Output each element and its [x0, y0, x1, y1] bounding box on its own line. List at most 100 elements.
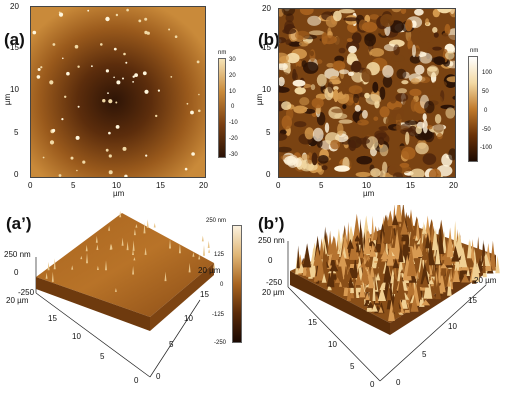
grain-blob	[372, 81, 379, 93]
surface-spike	[372, 272, 376, 301]
grain-blob	[285, 39, 292, 45]
surface-spike	[482, 251, 486, 274]
colorbar-unit-b: nm	[470, 48, 479, 54]
y-tick: 20	[262, 4, 271, 13]
surface-spike	[400, 292, 408, 309]
particle-speck	[37, 68, 41, 71]
grain-blob	[337, 123, 344, 136]
surface-spike	[409, 227, 414, 247]
grain-blob	[321, 165, 328, 171]
surface-spike	[323, 253, 330, 260]
surface-spike	[339, 280, 342, 287]
z-axis-bottom: -250	[266, 278, 283, 287]
surface-spike	[397, 254, 405, 282]
grain-blob	[298, 127, 304, 134]
surface-spike	[359, 247, 364, 258]
grain-blob	[401, 146, 416, 160]
surface-spike	[178, 243, 181, 254]
y-axis-unit: µm	[255, 93, 265, 106]
particle-speck	[40, 66, 43, 69]
colorbar-a	[218, 58, 226, 158]
grain-blob	[351, 60, 362, 73]
surface-spike	[386, 210, 394, 226]
grain-blob	[348, 139, 357, 152]
x-tick: 0	[276, 181, 281, 190]
grain-blob	[428, 168, 442, 178]
colorbar-tick: -250	[214, 340, 227, 346]
grain-blob	[407, 36, 412, 50]
colorbar-a3	[232, 225, 242, 343]
surface-spike	[431, 259, 436, 277]
grain-blob	[444, 23, 451, 36]
axis-tick: 10	[72, 332, 81, 341]
surface-spike	[425, 232, 431, 249]
surface-spike	[421, 275, 429, 288]
afm-3d-surface-a	[35, 210, 216, 378]
grain-blob	[432, 80, 447, 88]
surface-spike	[135, 224, 138, 228]
surface-spike	[132, 240, 135, 251]
particle-speck	[87, 9, 90, 12]
surface-spike	[466, 266, 470, 276]
particle-speck	[58, 174, 62, 177]
surface-spike	[327, 230, 333, 255]
grain-blob	[414, 64, 425, 75]
particle-speck	[116, 80, 121, 85]
particle-speck	[126, 8, 129, 12]
grain-blob	[410, 99, 417, 112]
surface-spike	[169, 239, 171, 249]
grain-blob	[348, 45, 357, 54]
particle-speck	[132, 81, 134, 83]
surface-spike	[467, 238, 472, 259]
colorbar-tick: -20	[229, 136, 238, 142]
grain-blob	[348, 71, 354, 76]
surface-spike	[476, 236, 481, 262]
grain-blob	[308, 30, 325, 36]
surface-spike	[86, 252, 88, 264]
surface-spike	[372, 225, 379, 240]
grain-blob	[395, 93, 409, 102]
surface-spike	[343, 262, 349, 288]
surface-spike	[371, 256, 375, 267]
surface-spike	[430, 219, 435, 243]
grain-blob	[445, 107, 456, 119]
surface-spike	[369, 242, 377, 257]
x-axis-end-label: 20 µm	[198, 266, 221, 275]
surface-spike	[368, 267, 375, 289]
particle-speck	[91, 65, 93, 68]
surface-spike	[447, 276, 451, 287]
surface-spike	[363, 259, 372, 268]
y-tick: 20	[10, 2, 19, 11]
particle-speck	[77, 105, 80, 108]
surface-spike	[80, 255, 83, 260]
surface-spike	[329, 262, 339, 272]
grain-blob	[393, 44, 400, 56]
grain-blob	[316, 73, 327, 87]
x-tick: 5	[319, 181, 324, 190]
grain-blob	[343, 17, 360, 22]
grain-blob	[392, 172, 403, 178]
grain-blob	[278, 37, 287, 44]
colorbar-tick: 0	[484, 108, 488, 114]
y-tick: 5	[266, 128, 271, 137]
particle-speck	[108, 131, 111, 135]
particle-speck	[61, 118, 64, 121]
surface-spike	[198, 254, 201, 260]
grain-blob	[325, 162, 342, 167]
colorbar-tick: 10	[229, 89, 236, 95]
surface-spike	[383, 258, 392, 283]
particle-speck	[108, 170, 113, 175]
grain-blob	[298, 41, 309, 47]
particle-speck	[122, 77, 124, 80]
panel-b-label: (b)	[258, 30, 280, 49]
surface-spike	[367, 239, 377, 246]
grain-blob	[304, 127, 314, 140]
particle-speck	[76, 169, 78, 172]
particle-speck	[52, 43, 56, 46]
surface-spike	[446, 227, 454, 258]
surface-spike	[132, 249, 134, 255]
surface-spike	[400, 269, 404, 274]
grain-blob	[334, 165, 350, 172]
axis-tick: 0	[134, 376, 139, 385]
afm-3d-surface-b	[287, 205, 500, 382]
